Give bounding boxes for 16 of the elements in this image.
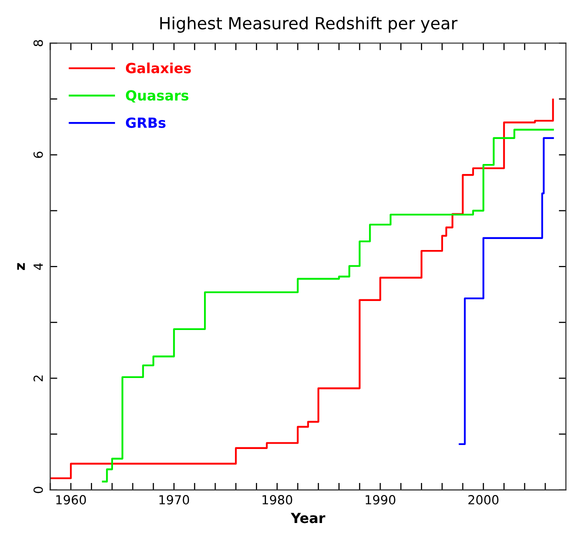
- chart-title: Highest Measured Redshift per year: [160, 16, 458, 33]
- x-tick-label: 1960: [56, 495, 86, 504]
- x-tick-label: 1990: [366, 495, 396, 504]
- x-tick-label: 2000: [468, 495, 498, 504]
- x-tick-label: 1980: [262, 495, 292, 504]
- y-tick-label: 2: [33, 376, 43, 382]
- x-axis-title: Year: [290, 512, 326, 524]
- legend-label: GRBs: [126, 117, 166, 128]
- y-tick-label: 0: [33, 486, 43, 494]
- y-tick-label: 8: [33, 40, 43, 46]
- y-tick-label: 6: [33, 152, 43, 158]
- x-tick-label: 1970: [159, 495, 190, 504]
- y-tick-label: 4: [34, 263, 43, 270]
- legend-label: Galaxies: [126, 62, 191, 74]
- legend-label: Quasars: [126, 90, 188, 102]
- y-axis-title: z: [17, 263, 25, 270]
